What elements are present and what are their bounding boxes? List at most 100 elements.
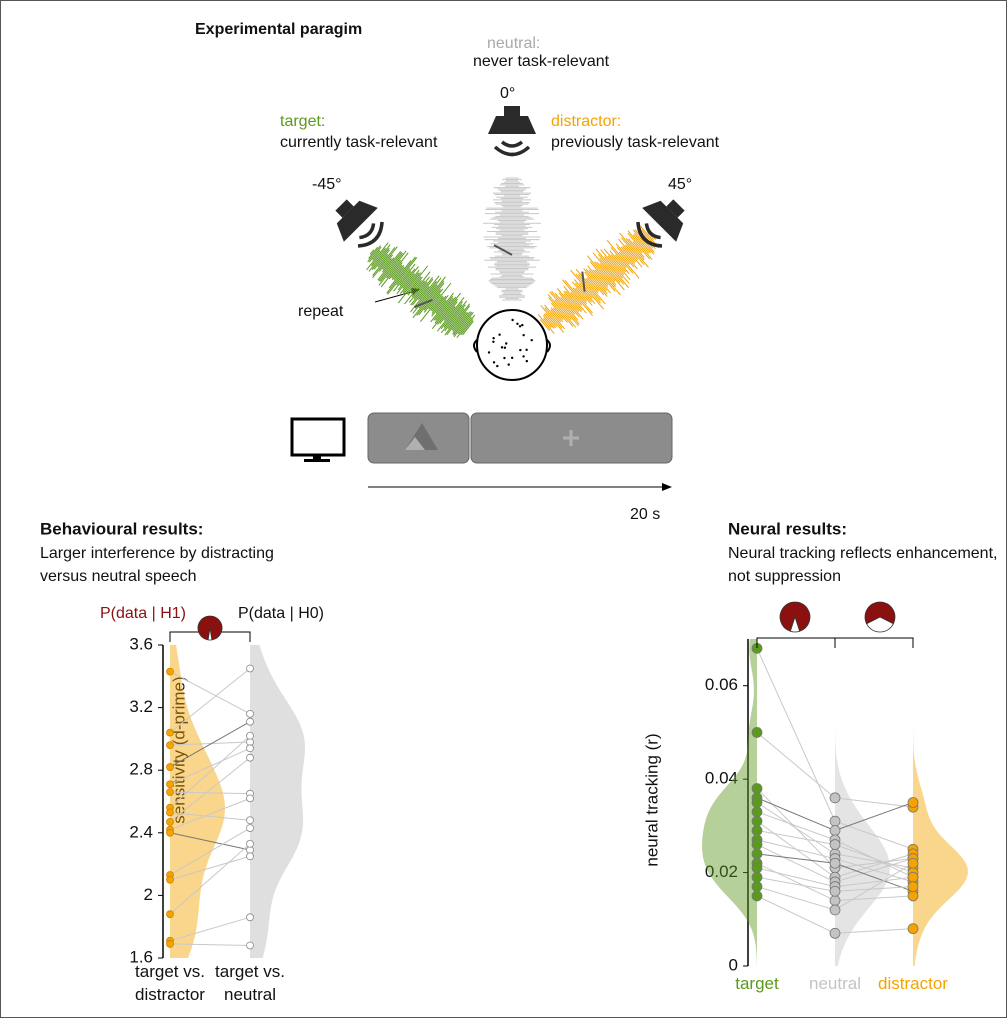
repeat-label: repeat bbox=[298, 303, 344, 320]
speaker bbox=[488, 106, 536, 155]
data-point bbox=[752, 816, 762, 826]
data-point bbox=[167, 742, 174, 749]
speaker bbox=[324, 188, 392, 256]
electrode bbox=[492, 337, 494, 339]
data-point bbox=[247, 710, 254, 717]
density bbox=[170, 645, 225, 958]
density bbox=[250, 645, 305, 958]
chart-title: Behavioural results: bbox=[40, 519, 203, 538]
data-point bbox=[247, 665, 254, 672]
data-point bbox=[167, 818, 174, 825]
chart-subtitle: Larger interference by distracting versu… bbox=[40, 542, 310, 588]
data-point bbox=[908, 924, 918, 934]
arrow-head bbox=[662, 483, 672, 491]
duration-label: 20 s bbox=[630, 506, 660, 523]
distractor-desc: previously task-relevant bbox=[551, 134, 720, 151]
data-point bbox=[830, 928, 840, 938]
data-point bbox=[908, 882, 918, 892]
target-label: target: bbox=[280, 113, 325, 130]
density bbox=[835, 639, 890, 966]
data-point bbox=[908, 858, 918, 868]
data-point bbox=[830, 886, 840, 896]
data-point bbox=[167, 876, 174, 883]
pair-line bbox=[757, 896, 835, 933]
data-point bbox=[167, 940, 174, 947]
data-point bbox=[167, 829, 174, 836]
bracket bbox=[835, 638, 913, 648]
data-point bbox=[167, 764, 174, 771]
y-tick-label: 3.6 bbox=[129, 634, 153, 653]
diagram-title: Experimental paragim bbox=[195, 21, 362, 38]
electrode bbox=[501, 346, 503, 348]
electrode bbox=[522, 334, 524, 336]
waveform bbox=[367, 243, 475, 338]
speaker-part bbox=[488, 116, 536, 134]
data-point bbox=[752, 849, 762, 859]
electrode bbox=[508, 363, 510, 365]
data-point bbox=[247, 795, 254, 802]
annotation: P(data | H1) bbox=[100, 605, 186, 622]
waveform bbox=[483, 178, 541, 300]
electrode bbox=[531, 339, 533, 341]
y-tick-label: 2 bbox=[144, 885, 153, 904]
data-point bbox=[830, 816, 840, 826]
y-tick-label: 3.2 bbox=[129, 697, 153, 716]
electrode bbox=[519, 349, 521, 351]
data-point bbox=[752, 826, 762, 836]
data-point bbox=[752, 882, 762, 892]
data-point bbox=[247, 718, 254, 725]
neutral-angle: 0° bbox=[500, 85, 515, 102]
y-tick-label: 2.8 bbox=[129, 760, 153, 779]
data-point bbox=[752, 863, 762, 873]
data-point bbox=[830, 858, 840, 868]
electrode bbox=[511, 319, 513, 321]
speaker-part bbox=[495, 142, 529, 155]
x-tick-label: distractor bbox=[863, 972, 963, 995]
data-point bbox=[247, 732, 254, 739]
pair-line bbox=[757, 648, 835, 821]
data-point bbox=[830, 896, 840, 906]
pair-line bbox=[757, 845, 835, 882]
speaker bbox=[628, 188, 696, 256]
data-point bbox=[167, 668, 174, 675]
data-point bbox=[247, 840, 254, 847]
figure: Experimental paragim neutral: never task… bbox=[0, 0, 1007, 1018]
annotation: P(data | H0) bbox=[238, 605, 324, 622]
pair-line bbox=[757, 803, 835, 854]
speaker-part bbox=[331, 195, 378, 242]
data-point bbox=[830, 840, 840, 850]
distractor-angle: 45° bbox=[668, 176, 692, 193]
pair-line bbox=[757, 887, 835, 910]
data-point bbox=[830, 905, 840, 915]
electrode bbox=[521, 324, 523, 326]
y-tick-label: 0.06 bbox=[705, 675, 738, 694]
data-point bbox=[247, 817, 254, 824]
data-point bbox=[752, 727, 762, 737]
repeat-arrow bbox=[375, 291, 415, 302]
electrode bbox=[496, 365, 498, 367]
bracket bbox=[757, 638, 835, 648]
data-point bbox=[247, 754, 254, 761]
distractor-label: distractor: bbox=[551, 113, 621, 130]
data-point bbox=[247, 745, 254, 752]
chart-title: Neural results: bbox=[728, 519, 847, 538]
electrode bbox=[505, 342, 507, 344]
waveform bbox=[538, 226, 659, 334]
data-point bbox=[167, 809, 174, 816]
electrode bbox=[493, 361, 495, 363]
electrode bbox=[498, 334, 500, 336]
electrode bbox=[492, 341, 494, 343]
density bbox=[913, 639, 968, 966]
electrode bbox=[519, 325, 521, 327]
data-point bbox=[247, 914, 254, 921]
data-point bbox=[752, 891, 762, 901]
data-point bbox=[167, 911, 174, 918]
data-point bbox=[247, 942, 254, 949]
pair-line bbox=[757, 732, 835, 797]
data-point bbox=[167, 789, 174, 796]
neutral-desc: never task-relevant bbox=[473, 53, 610, 70]
data-point bbox=[167, 781, 174, 788]
electrode bbox=[516, 323, 518, 325]
electrode bbox=[511, 357, 513, 359]
data-point bbox=[830, 826, 840, 836]
